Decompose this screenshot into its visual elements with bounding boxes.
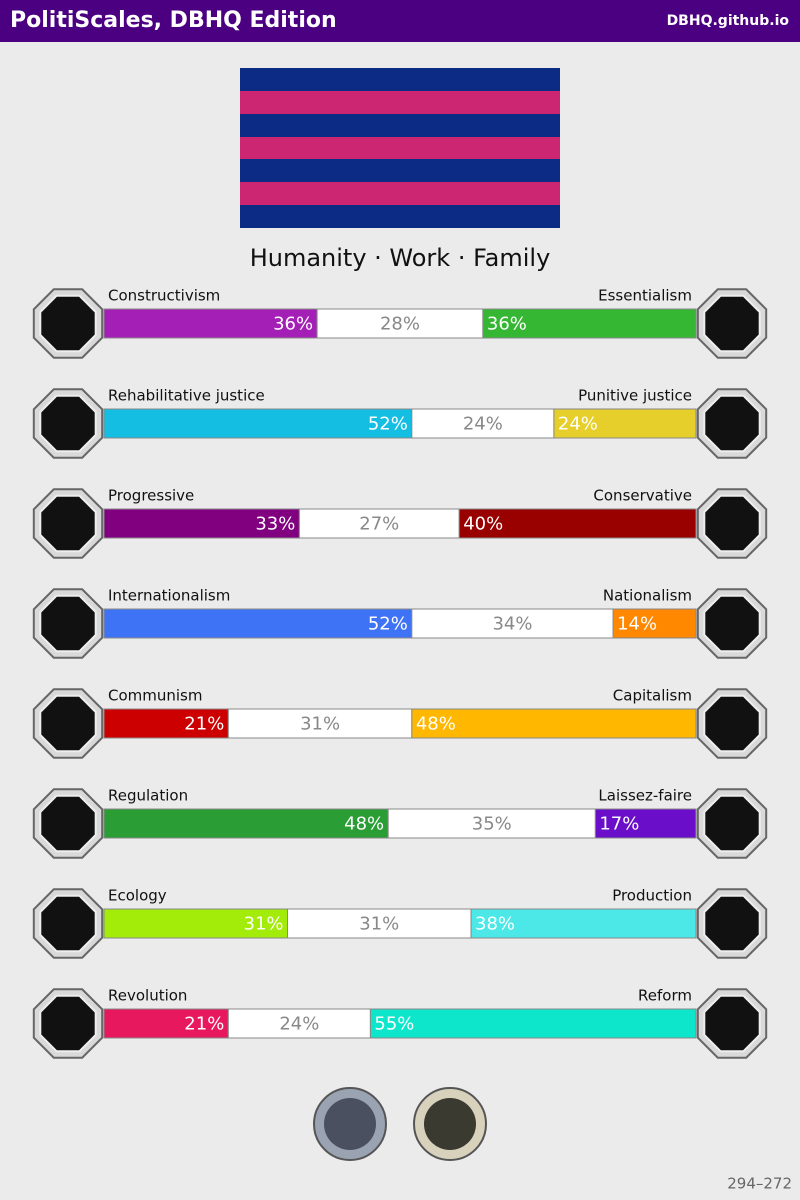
value-label: 24% <box>558 414 598 435</box>
value-label: 33% <box>255 514 295 535</box>
axis-icon-inner <box>39 994 97 1053</box>
right-label: Reform <box>638 987 692 1005</box>
bar-segment <box>103 508 300 539</box>
value-label: 48% <box>344 814 384 835</box>
value-label: 24% <box>279 1014 319 1035</box>
left-label: Constructivism <box>108 287 220 305</box>
left-label: Revolution <box>108 987 187 1005</box>
left-label: Regulation <box>108 787 188 805</box>
axis-icon-inner <box>39 594 97 653</box>
axis-icon-inner <box>703 794 761 853</box>
value-label: 21% <box>184 1014 224 1035</box>
value-label: 27% <box>359 514 399 535</box>
bar-segment <box>227 1008 371 1039</box>
value-label: 36% <box>273 314 313 335</box>
axis-icon-inner <box>703 494 761 553</box>
bar-segment <box>553 408 697 439</box>
right-label: Conservative <box>593 487 692 505</box>
bar-segment <box>612 608 697 639</box>
chart-title: Humanity · Work · Family <box>250 244 551 272</box>
value-label: 34% <box>492 614 532 635</box>
value-label: 36% <box>487 314 527 335</box>
value-label: 21% <box>184 714 224 735</box>
axis-icon-inner <box>703 394 761 453</box>
bar-segment <box>316 308 484 339</box>
value-label: 40% <box>463 514 503 535</box>
right-label: Production <box>612 887 692 905</box>
value-label: 17% <box>599 814 639 835</box>
right-label: Nationalism <box>603 587 692 605</box>
value-label: 31% <box>300 714 340 735</box>
bar-segment <box>103 408 413 439</box>
left-label: Communism <box>108 687 202 705</box>
axis-icon-inner <box>703 894 761 953</box>
bar-segment <box>103 708 229 739</box>
axis-icon-inner <box>703 294 761 353</box>
right-label: Essentialism <box>598 287 692 305</box>
bar-segment <box>103 808 389 839</box>
header-bar <box>0 0 800 42</box>
value-label: 38% <box>475 914 515 935</box>
bar-segment <box>482 308 697 339</box>
axis-icon-inner <box>703 594 761 653</box>
bar-segment <box>298 508 460 539</box>
bar-segment <box>103 608 413 639</box>
bar-segment <box>411 708 697 739</box>
value-label: 14% <box>617 614 657 635</box>
axis-icon-inner <box>39 894 97 953</box>
bar-segment <box>594 808 697 839</box>
axis-icon-inner <box>39 494 97 553</box>
left-label: Progressive <box>108 487 194 505</box>
value-label: 52% <box>368 614 408 635</box>
value-label: 31% <box>244 914 284 935</box>
axis-icon-inner <box>39 394 97 453</box>
right-label: Capitalism <box>613 687 692 705</box>
value-label: 31% <box>359 914 399 935</box>
bar-segment <box>369 1008 697 1039</box>
bar-segment <box>470 908 697 939</box>
right-label: Laissez-faire <box>598 787 692 805</box>
header-link[interactable]: DBHQ.github.io <box>667 13 790 29</box>
value-label: 55% <box>374 1014 414 1035</box>
value-label: 48% <box>416 714 456 735</box>
flag <box>240 68 560 228</box>
bar-segment <box>387 808 596 839</box>
right-label: Punitive justice <box>578 387 692 405</box>
bar-segment <box>458 508 697 539</box>
value-label: 35% <box>472 814 512 835</box>
seals <box>313 1087 487 1161</box>
axis-icon-inner <box>39 694 97 753</box>
axis-icon-inner <box>39 794 97 853</box>
value-label: 52% <box>368 414 408 435</box>
value-label: 28% <box>380 314 420 335</box>
header-title: PolitiScales, DBHQ Edition <box>10 8 337 33</box>
bar-segment <box>227 708 413 739</box>
axis-icon-inner <box>703 694 761 753</box>
footer-score: 294–272 <box>727 1175 792 1193</box>
left-label: Ecology <box>108 887 167 905</box>
value-label: 24% <box>463 414 503 435</box>
bar-segment <box>287 908 472 939</box>
axis-icon-inner <box>703 994 761 1053</box>
axis-icon-inner <box>39 294 97 353</box>
left-label: Rehabilitative justice <box>108 387 265 405</box>
left-label: Internationalism <box>108 587 230 605</box>
bar-segment <box>103 1008 229 1039</box>
bar-segment <box>411 408 555 439</box>
